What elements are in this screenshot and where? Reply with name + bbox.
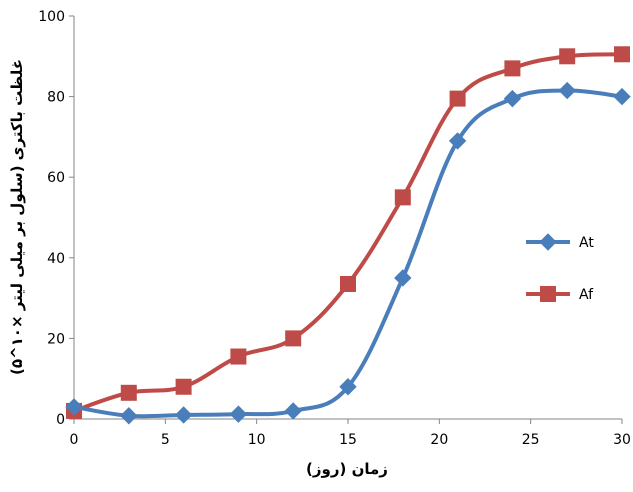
- x-tick-label: 30: [613, 432, 631, 448]
- y-tick-label: 60: [47, 170, 65, 186]
- x-tick-label: 15: [339, 432, 357, 448]
- legend-label-af: Af: [579, 287, 594, 303]
- legend-marker-af: [540, 286, 556, 302]
- tick-labels: 0 20 40 60 80 100 0 5 10 15 20 25 30: [38, 9, 631, 448]
- data-point-at: [65, 398, 83, 416]
- data-point-af: [230, 348, 247, 365]
- data-point-af: [175, 378, 192, 395]
- y-tick-label: 80: [47, 90, 65, 106]
- data-point-af: [340, 275, 356, 292]
- series-af: [66, 46, 630, 419]
- data-point-at: [284, 402, 302, 420]
- data-point-af: [120, 384, 137, 401]
- data-point-af: [394, 189, 411, 206]
- x-tick-label: 5: [161, 432, 170, 448]
- y-axis-title: غلظت باکتری (سلول بر میلی لیتر ×۱۰^۵): [8, 59, 26, 375]
- data-point-at: [448, 132, 467, 150]
- legend-label-at: At: [579, 235, 594, 251]
- data-point-at: [174, 406, 193, 424]
- data-point-af: [449, 90, 466, 107]
- series-at: [65, 81, 631, 425]
- axes: [69, 15, 623, 424]
- series: [65, 46, 631, 425]
- data-point-af: [504, 60, 521, 77]
- series-line-at: [72, 88, 624, 419]
- legend-marker-at: [539, 233, 557, 251]
- data-point-at: [229, 405, 248, 423]
- data-point-at: [503, 89, 522, 108]
- data-point-af: [559, 48, 576, 65]
- y-tick-label: 20: [47, 331, 65, 347]
- data-point-af: [285, 330, 302, 347]
- data-point-at: [558, 81, 576, 100]
- data-point-at: [394, 269, 412, 287]
- x-tick-label: 10: [248, 432, 266, 448]
- y-tick-label: 100: [38, 9, 65, 25]
- data-point-at: [613, 87, 631, 106]
- data-point-af: [614, 46, 630, 63]
- y-tick-label: 40: [47, 251, 65, 267]
- data-point-at: [120, 407, 138, 425]
- legend: At Af: [526, 233, 594, 303]
- y-tick-label: 0: [56, 412, 65, 428]
- x-axis-title: زمان (روز): [306, 460, 388, 478]
- series-line-af: [72, 52, 624, 413]
- legend-item-af: Af: [526, 286, 594, 303]
- x-tick-label: 0: [70, 432, 79, 448]
- x-tick-label: 25: [522, 432, 540, 448]
- data-point-at: [339, 378, 357, 396]
- legend-item-at: At: [526, 233, 594, 251]
- x-tick-label: 20: [430, 432, 448, 448]
